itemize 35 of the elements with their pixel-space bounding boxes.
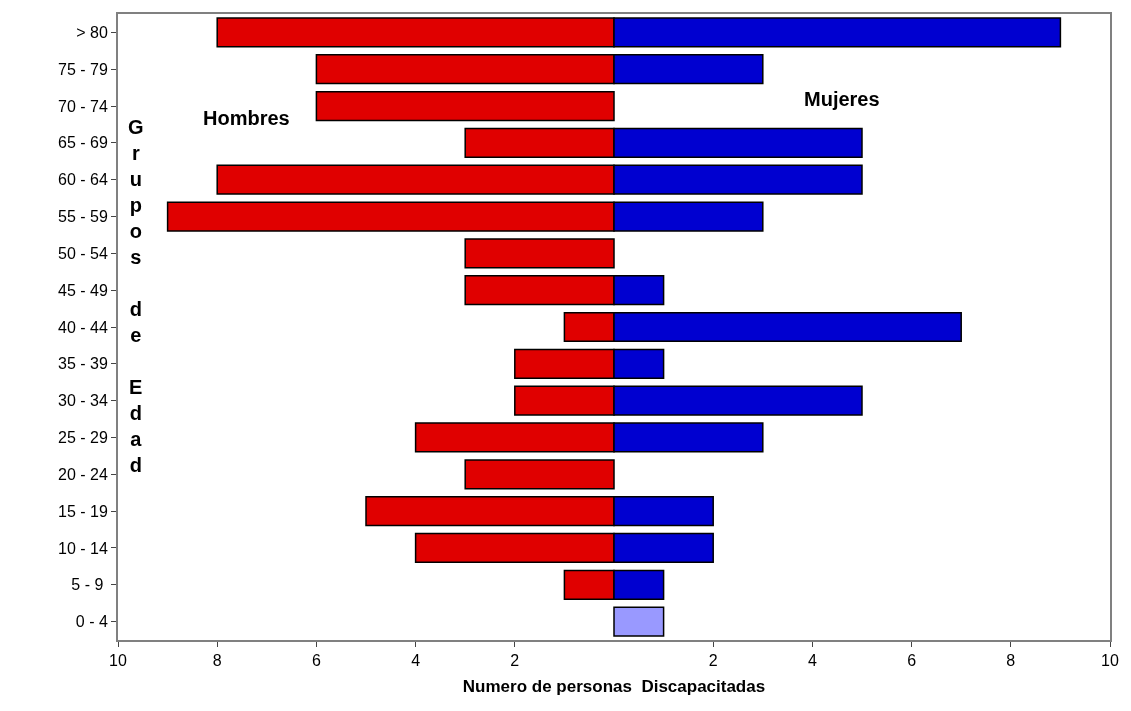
- bar: [464, 238, 615, 269]
- y-tick-label: 65 - 69: [57, 134, 108, 152]
- x-tick-label: 6: [907, 652, 917, 670]
- y-tick-label: 70 - 74: [57, 97, 108, 115]
- y-tick-label: 20 - 24: [57, 465, 108, 483]
- series-label: Hombres: [203, 107, 290, 129]
- x-tick-label: 2: [510, 652, 520, 670]
- y-tick-label: 35 - 39: [57, 355, 108, 373]
- y-tick-label: 5 - 9: [71, 576, 108, 594]
- x-tick-label: 8: [212, 652, 222, 670]
- x-tick-label: 4: [411, 652, 421, 670]
- bar: [464, 459, 615, 490]
- y-tick-label: 30 - 34: [57, 392, 108, 410]
- x-axis-title: Numero de personas Discapacitadas: [462, 677, 766, 697]
- y-tick-label: > 80: [76, 24, 108, 42]
- x-tick-label: 8: [1006, 652, 1016, 670]
- y-tick-label: 50 - 54: [57, 244, 108, 262]
- y-tick-label: 15 - 19: [57, 502, 108, 520]
- x-tick-label: 6: [311, 652, 321, 670]
- x-tick-label: 10: [1101, 652, 1119, 670]
- text: Grupos de Edad: [128, 116, 144, 476]
- y-tick-label: 0 - 4: [75, 613, 108, 631]
- y-tick-label: 45 - 49: [57, 281, 108, 299]
- bar: [613, 606, 665, 637]
- y-tick-label: 25 - 29: [57, 429, 108, 447]
- series-label: Mujeres: [804, 88, 880, 110]
- y-tick-label: 10 - 14: [57, 539, 108, 557]
- x-tick-label: 2: [708, 652, 718, 670]
- y-tick-label: 75 - 79: [57, 60, 108, 78]
- y-tick-label: 60 - 64: [57, 171, 108, 189]
- x-tick-label: 10: [109, 652, 127, 670]
- y-tick-label: 55 - 59: [57, 208, 108, 226]
- y-tick-label: 40 - 44: [57, 318, 108, 336]
- bar: [315, 90, 615, 122]
- x-tick-label: 4: [807, 652, 817, 670]
